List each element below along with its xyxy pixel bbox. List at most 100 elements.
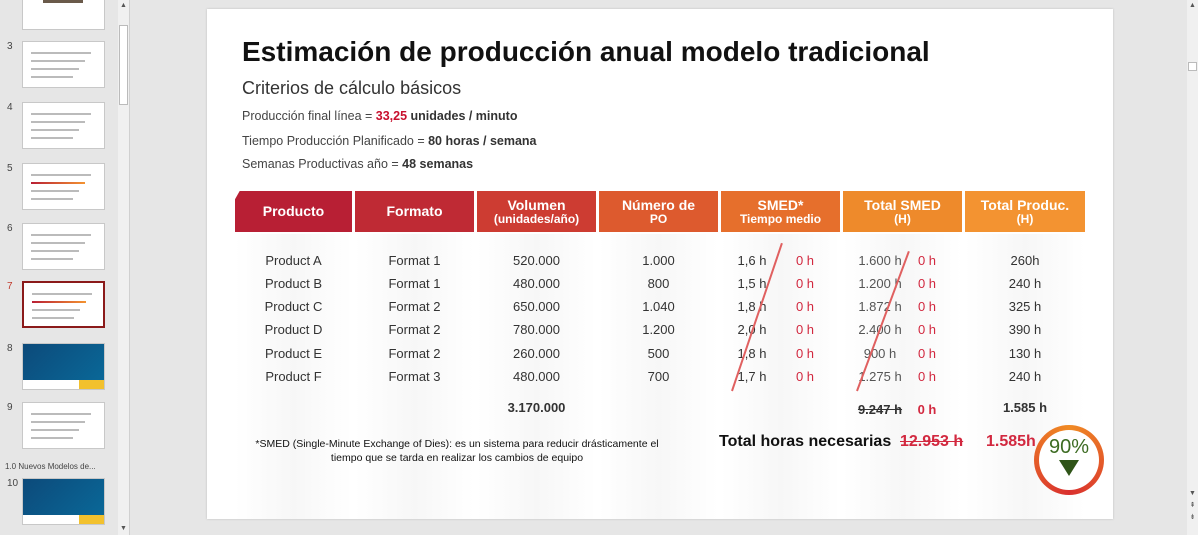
column-header: Formato bbox=[355, 191, 474, 232]
slide-number: 5 bbox=[7, 163, 13, 174]
slide-thumbnail-6[interactable] bbox=[22, 223, 105, 270]
slide-number: 7 bbox=[7, 281, 13, 292]
volume-cell: 480.000 bbox=[513, 276, 560, 291]
po-cell: 500 bbox=[647, 346, 670, 361]
total-prod-cell: 325 h bbox=[1008, 299, 1042, 314]
slide-subtitle: Criterios de cálculo básicos bbox=[242, 78, 462, 98]
header-sub: PO bbox=[649, 211, 668, 226]
column-header: Total Produc. (H) bbox=[965, 191, 1085, 232]
reduction-gauge: 90% bbox=[1034, 425, 1104, 495]
header-main: Total Produc. bbox=[980, 196, 1070, 213]
volume-cell: 780.000 bbox=[513, 322, 560, 337]
header-sub: (H) bbox=[894, 211, 911, 226]
criteria-line: Producción final línea = 33,25 unidades … bbox=[242, 109, 518, 123]
volume-cell: 520.000 bbox=[513, 253, 560, 268]
criteria-line: Semanas Productivas año = 48 semanas bbox=[242, 157, 474, 171]
total-smed-new-cell: 0 h bbox=[917, 322, 937, 337]
smed-old-cell: 1,6 h bbox=[737, 253, 767, 268]
total-smed-old-cell: 1.275 h bbox=[858, 369, 902, 384]
smed-new-cell: 0 h bbox=[795, 369, 815, 384]
po-cell: 800 bbox=[647, 276, 670, 291]
next-slide-icon[interactable]: ⇟ bbox=[1189, 514, 1196, 521]
product-cell: Product F bbox=[265, 369, 322, 384]
slide-thumbnail-9[interactable] bbox=[22, 402, 105, 449]
format-cell: Format 3 bbox=[388, 369, 441, 384]
slide-canvas[interactable]: Estimación de producción anual modelo tr… bbox=[207, 9, 1113, 519]
total-hours-label: Total horas necesarias bbox=[719, 433, 892, 450]
slide-number: 10 bbox=[7, 478, 19, 489]
slide-thumbnail-8[interactable] bbox=[22, 343, 105, 390]
header-main: Formato bbox=[386, 203, 443, 220]
total-volume: 3.170.000 bbox=[507, 400, 566, 415]
total-smed-new-cell: 0 h bbox=[917, 276, 937, 291]
scroll-down-icon[interactable]: ▼ bbox=[120, 525, 127, 532]
scroll-down-icon[interactable]: ▼ bbox=[1189, 490, 1196, 497]
footnote: *SMED (Single-Minute Exchange of Dies): … bbox=[255, 438, 659, 464]
total-smed-old-cell: 1.200 h bbox=[858, 276, 902, 291]
smed-old-cell: 1,8 h bbox=[737, 346, 767, 361]
format-cell: Format 2 bbox=[388, 322, 441, 337]
po-cell: 1.200 bbox=[642, 322, 675, 337]
po-cell: 700 bbox=[647, 369, 670, 384]
total-hours-new: 1.585h bbox=[986, 433, 1036, 450]
thumbnail-scrollbar[interactable]: ▲ ▼ bbox=[118, 0, 129, 535]
slide-thumbnail-3[interactable] bbox=[22, 41, 105, 88]
volume-cell: 260.000 bbox=[513, 346, 560, 361]
slide-number: 3 bbox=[7, 41, 13, 52]
total-smed-new-cell: 0 h bbox=[917, 346, 937, 361]
scrollbar-thumb[interactable] bbox=[119, 25, 128, 105]
format-cell: Format 1 bbox=[388, 253, 441, 268]
header-sub: Tiempo medio bbox=[739, 211, 822, 226]
scroll-up-icon[interactable]: ▲ bbox=[1189, 2, 1196, 9]
smed-old-cell: 1,7 h bbox=[737, 369, 767, 384]
total-smed-new-cell: 0 h bbox=[917, 369, 937, 384]
total-smed-old-cell: 1.872 h bbox=[858, 299, 902, 314]
slide-thumbnail-2[interactable] bbox=[22, 0, 105, 30]
slide-thumbnail-4[interactable] bbox=[22, 102, 105, 149]
scroll-up-icon[interactable]: ▲ bbox=[120, 2, 127, 9]
previous-slide-icon[interactable]: ⇞ bbox=[1189, 502, 1196, 509]
smed-old-cell: 1,5 h bbox=[737, 276, 767, 291]
column-bg bbox=[355, 234, 474, 519]
total-prod: 1.585 h bbox=[1002, 400, 1048, 415]
column-header: Total SMED (H) bbox=[843, 191, 962, 232]
po-cell: 1.040 bbox=[642, 299, 675, 314]
format-cell: Format 1 bbox=[388, 276, 441, 291]
slide-number: 6 bbox=[7, 223, 13, 234]
header-sub: (unidades/año) bbox=[493, 211, 580, 226]
section-label[interactable]: 1.0 Nuevos Modelos de... bbox=[5, 462, 96, 471]
volume-cell: 480.000 bbox=[513, 369, 560, 384]
total-smed-old-cell: 1.600 h bbox=[858, 253, 902, 268]
format-cell: Format 2 bbox=[388, 299, 441, 314]
format-cell: Format 2 bbox=[388, 346, 441, 361]
slide-number: 9 bbox=[7, 402, 13, 413]
slide-thumbnail-7[interactable] bbox=[22, 281, 105, 328]
column-header: SMED* Tiempo medio bbox=[721, 191, 840, 232]
total-prod-cell: 260h bbox=[1010, 253, 1040, 268]
po-cell: 1.000 bbox=[642, 253, 675, 268]
smed-new-cell: 0 h bbox=[795, 299, 815, 314]
total-prod-cell: 240 h bbox=[1008, 369, 1042, 384]
product-cell: Product D bbox=[264, 322, 323, 337]
total-prod-cell: 390 h bbox=[1008, 322, 1042, 337]
column-bg bbox=[477, 234, 596, 519]
slide-number: 8 bbox=[7, 343, 13, 354]
total-smed-new: 0 h bbox=[917, 402, 937, 417]
smed-new-cell: 0 h bbox=[795, 346, 815, 361]
smed-new-cell: 0 h bbox=[795, 322, 815, 337]
scrollbar-thumb[interactable] bbox=[1188, 62, 1197, 71]
slide-thumbnail-5[interactable] bbox=[22, 163, 105, 210]
total-smed-new-cell: 0 h bbox=[917, 299, 937, 314]
column-header: Número de PO bbox=[599, 191, 718, 232]
total-prod-cell: 130 h bbox=[1008, 346, 1042, 361]
smed-old-cell: 1,8 h bbox=[737, 299, 767, 314]
total-hours-old: 12.953 h bbox=[900, 433, 964, 450]
slide-thumbnail-10[interactable] bbox=[22, 478, 105, 525]
smed-new-cell: 0 h bbox=[795, 253, 815, 268]
total-smed-old: 9.247 h bbox=[857, 402, 903, 417]
product-cell: Product C bbox=[264, 299, 323, 314]
slide-title: Estimación de producción anual modelo tr… bbox=[242, 36, 930, 67]
slide-scrollbar[interactable]: ▲ ▼ ⇞ ⇟ bbox=[1187, 0, 1198, 535]
volume-cell: 650.000 bbox=[513, 299, 560, 314]
column-bg bbox=[721, 234, 840, 519]
